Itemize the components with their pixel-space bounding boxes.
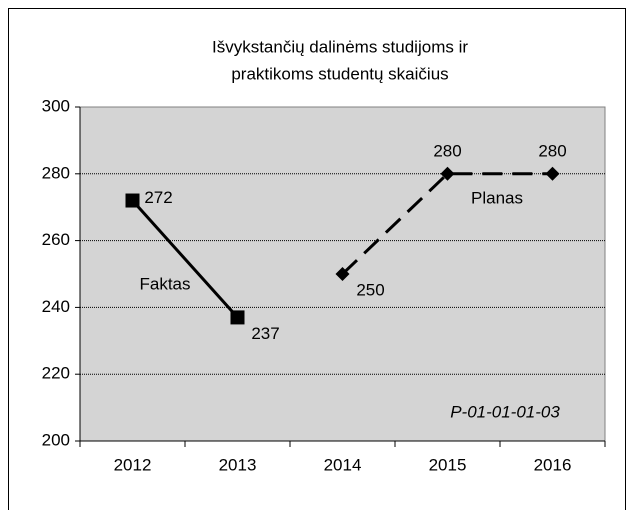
marker	[230, 310, 245, 325]
y-tick-label: 260	[42, 230, 70, 249]
series-line	[341, 172, 553, 276]
data-label: 280	[433, 141, 461, 160]
series-label: Faktas	[139, 274, 190, 293]
x-tick-label: 2016	[534, 455, 572, 474]
y-tick-label: 220	[42, 364, 70, 383]
x-tick-label: 2015	[429, 455, 467, 474]
y-tick-label: 280	[42, 163, 70, 182]
marker	[545, 166, 560, 181]
data-label: 250	[356, 280, 384, 299]
chart-title: Išvykstančių dalinėms studijoms ir	[212, 37, 468, 56]
y-tick-label: 200	[42, 430, 70, 449]
data-label: 237	[251, 324, 279, 343]
x-tick-label: 2013	[219, 455, 257, 474]
marker	[335, 267, 350, 281]
annotation: P-01-01-01-03	[450, 402, 560, 421]
y-tick-label: 240	[42, 297, 70, 316]
x-tick-label: 2012	[114, 455, 152, 474]
y-tick-label: 300	[42, 96, 70, 115]
marker	[440, 166, 455, 181]
chart-title: praktikoms studentų skaičius	[231, 64, 448, 83]
data-label: 272	[144, 188, 172, 207]
marker	[125, 193, 140, 208]
x-tick-label: 2014	[324, 455, 362, 474]
series-line	[131, 199, 239, 319]
series-label: Planas	[471, 188, 523, 207]
data-label: 280	[538, 141, 566, 160]
